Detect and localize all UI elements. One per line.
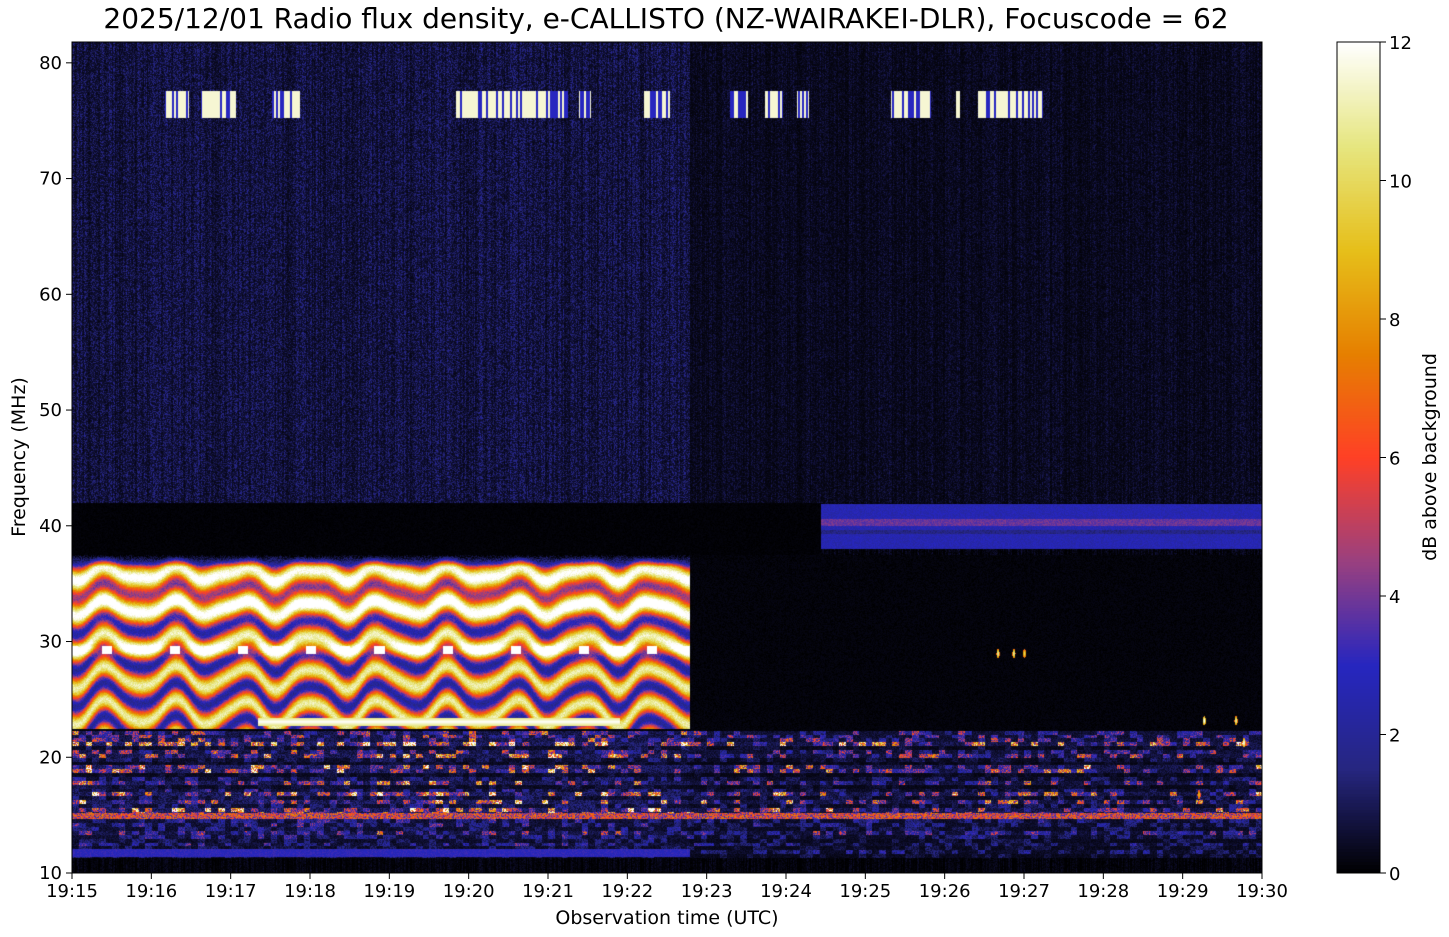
x-tick-label: 19:18 (284, 881, 336, 902)
colorbar-label: dB above background (1419, 353, 1441, 561)
x-tick-label: 19:25 (839, 881, 891, 902)
spectrogram-heatmap (72, 42, 1262, 873)
x-tick-label: 19:27 (998, 881, 1050, 902)
colorbar-tick-label: 0 (1389, 864, 1400, 885)
x-tick-label: 19:16 (125, 881, 177, 902)
x-tick-label: 19:30 (1236, 881, 1288, 902)
colorbar-tick-label: 2 (1389, 726, 1400, 747)
colorbar-ticks: 0 2 4 6 8 10 12 (1380, 33, 1412, 885)
x-tick-label: 19:24 (760, 881, 812, 902)
colorbar-tick-label: 6 (1389, 449, 1400, 470)
y-tick-label: 30 (39, 632, 62, 653)
y-tick-label: 20 (39, 747, 62, 768)
x-tick-label: 19:28 (1077, 881, 1129, 902)
y-tick-label: 10 (39, 863, 62, 884)
y-tick-label: 80 (39, 53, 62, 74)
x-axis-ticks: 19:15 19:16 19:17 19:18 19:19 19:20 19:21 19:22… (46, 873, 1288, 902)
colorbar-tick-label: 8 (1389, 310, 1400, 331)
chart-title: 2025/12/01 Radio flux density, e-CALLIST… (103, 2, 1229, 35)
x-tick-label: 19:21 (522, 881, 574, 902)
x-tick-label: 19:15 (46, 881, 98, 902)
x-axis-label: Observation time (UTC) (555, 907, 778, 929)
x-tick-label: 19:20 (443, 881, 495, 902)
y-axis-label: Frequency (MHz) (8, 377, 30, 537)
y-axis-ticks: 10 20 30 40 50 60 70 80 (39, 53, 72, 884)
colorbar-tick-label: 10 (1389, 172, 1412, 193)
y-tick-label: 40 (39, 516, 62, 537)
colorbar-gradient (1337, 42, 1380, 873)
colorbar-tick-label: 12 (1389, 33, 1412, 54)
colorbar-tick-label: 4 (1389, 587, 1400, 608)
x-tick-label: 19:26 (919, 881, 971, 902)
x-tick-label: 19:23 (681, 881, 733, 902)
y-tick-label: 70 (39, 169, 62, 190)
y-tick-label: 60 (39, 284, 62, 305)
x-tick-label: 19:17 (205, 881, 257, 902)
x-tick-label: 19:19 (363, 881, 415, 902)
y-tick-label: 50 (39, 400, 62, 421)
x-tick-label: 19:29 (1157, 881, 1209, 902)
colorbar-frame (1336, 41, 1381, 874)
plot-frame (71, 41, 1263, 874)
x-tick-label: 19:22 (601, 881, 653, 902)
